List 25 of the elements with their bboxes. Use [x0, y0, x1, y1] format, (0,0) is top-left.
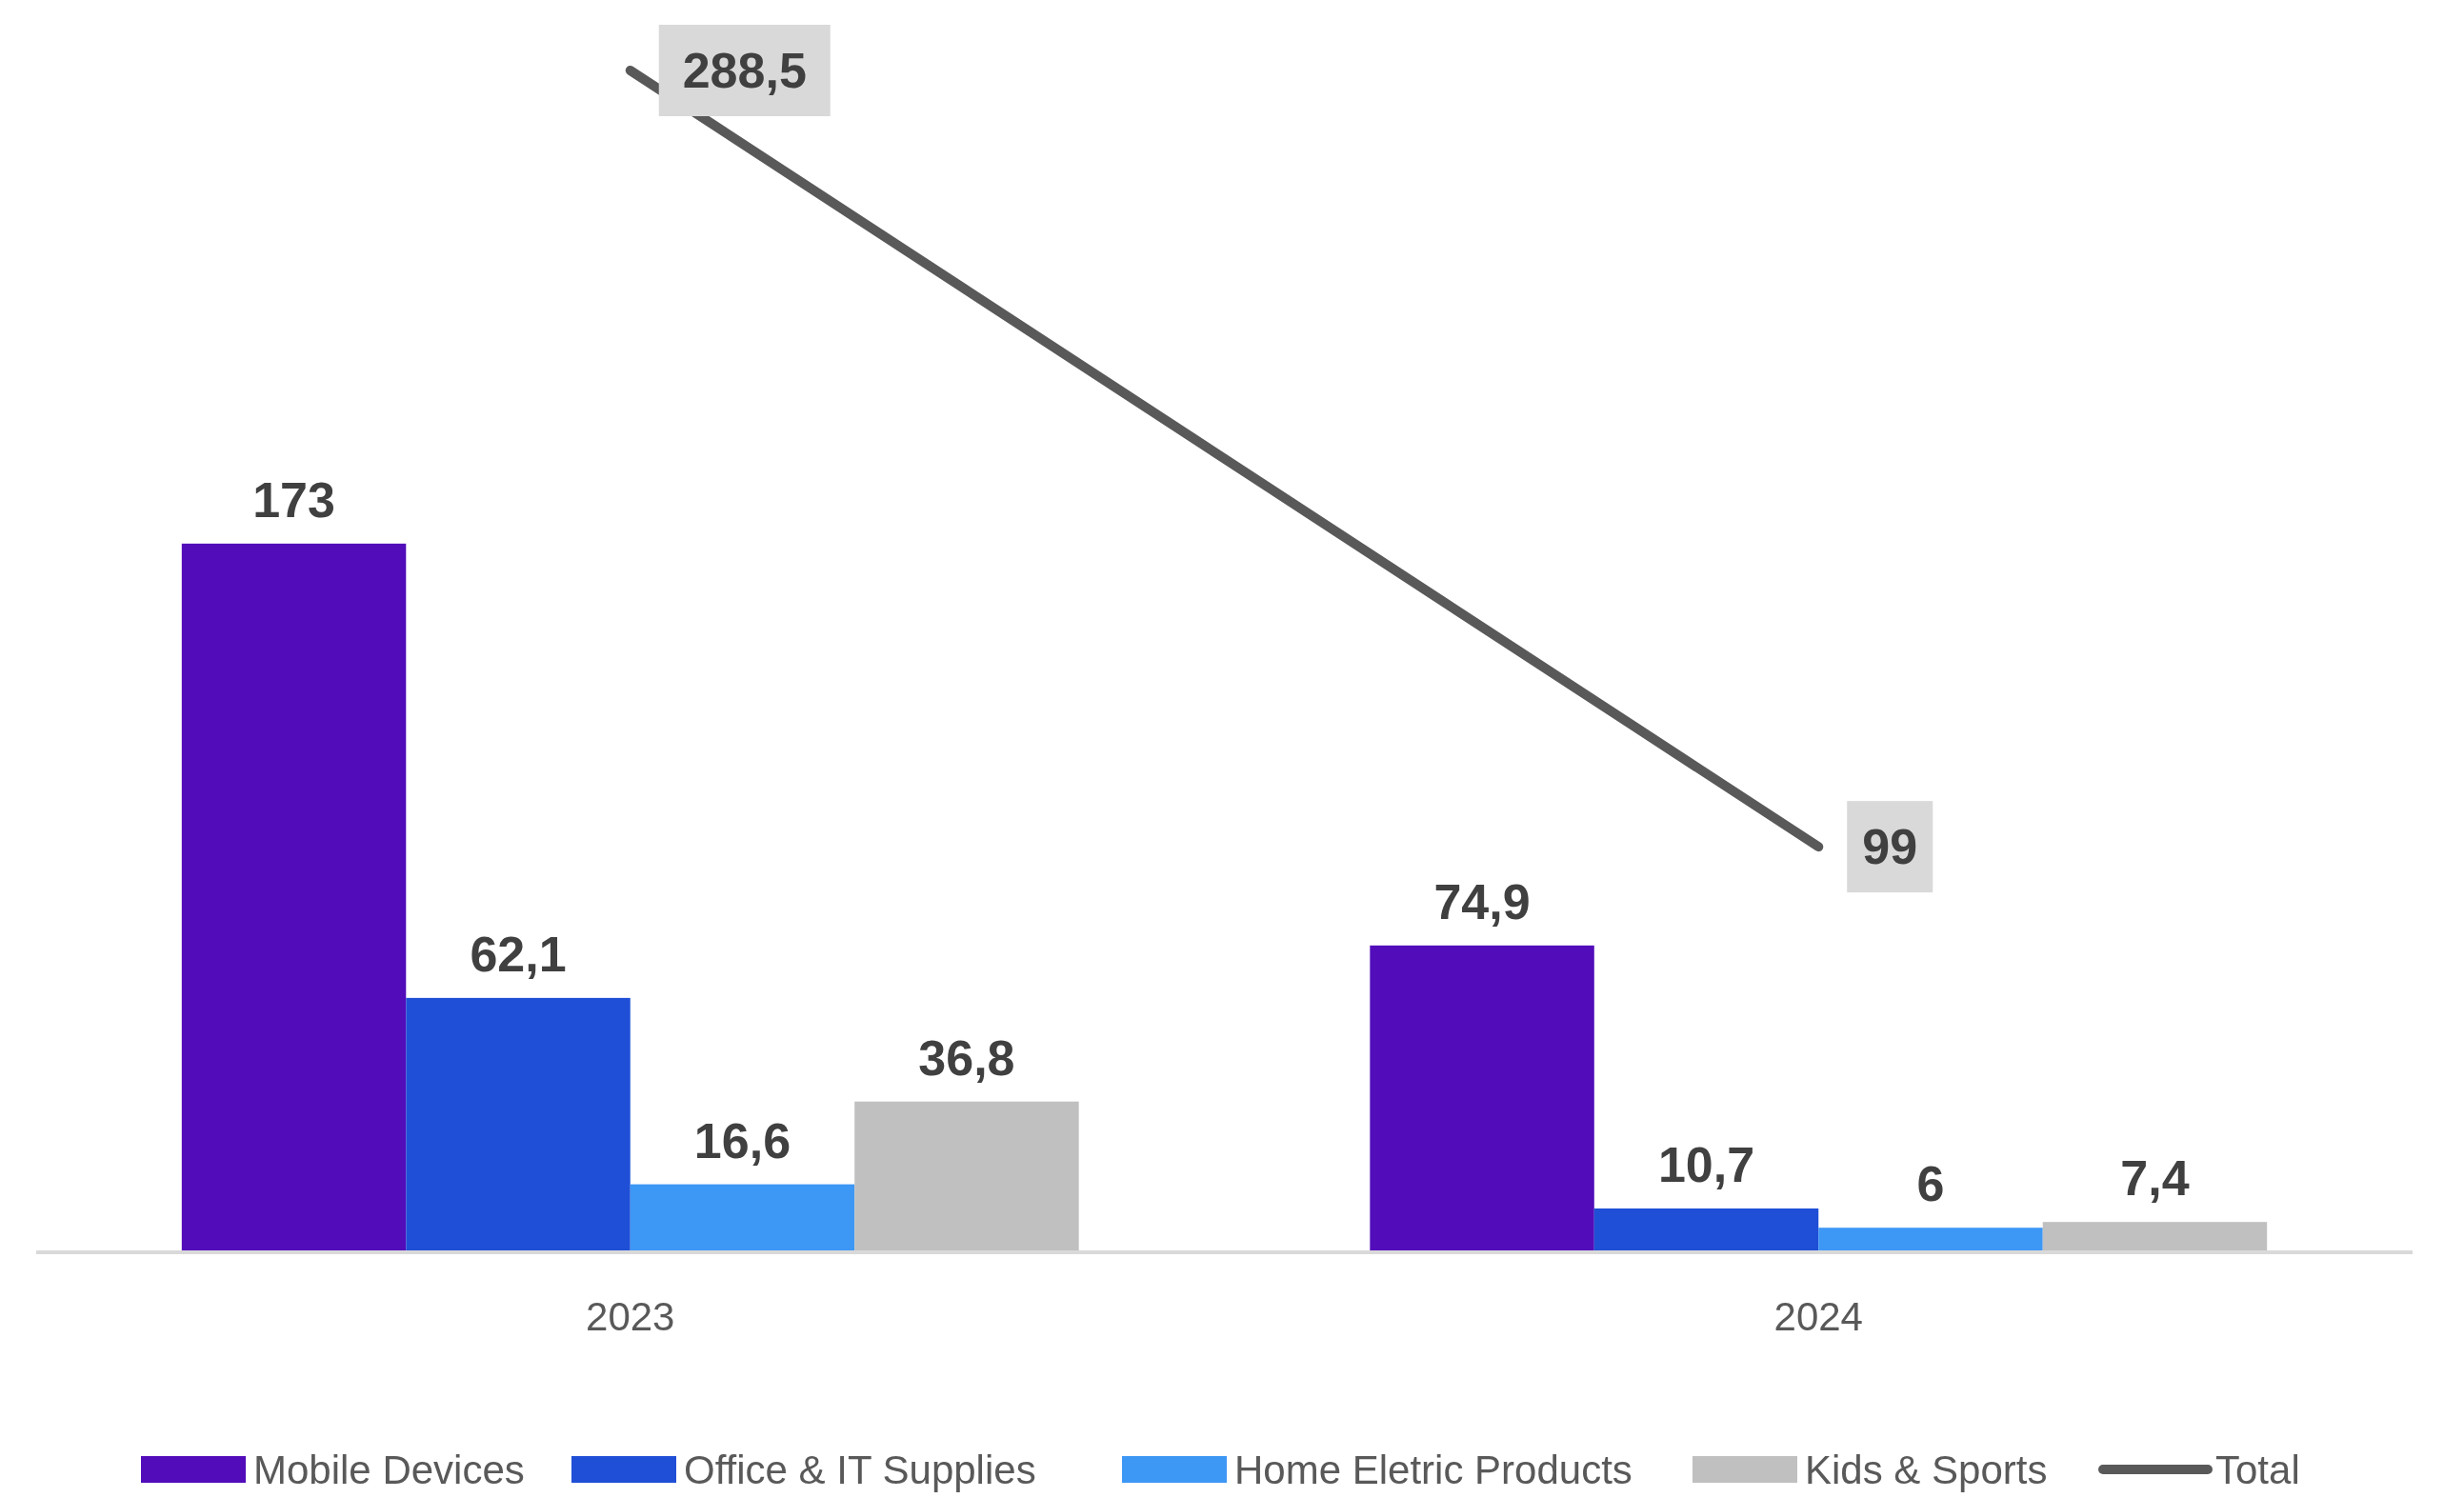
data-label: 7,4 [2120, 1150, 2190, 1207]
legend-label: Office & IT Supplies [684, 1448, 1036, 1492]
bar [1370, 945, 1594, 1252]
legend-label: Kids & Sports [1805, 1448, 2048, 1492]
legend-label: Mobile Devices [253, 1448, 525, 1492]
bar [854, 1101, 1079, 1252]
bar [181, 543, 407, 1252]
x-tick-label: 2024 [1773, 1294, 1863, 1339]
data-label: 36,8 [918, 1029, 1015, 1086]
bar [630, 1184, 855, 1252]
data-label: 99 [1862, 819, 1918, 875]
data-label: 16,6 [693, 1112, 791, 1168]
x-tick-label: 2023 [586, 1294, 675, 1339]
data-label: 74,9 [1433, 873, 1531, 929]
bar [2042, 1222, 2268, 1252]
bar [1818, 1228, 2043, 1252]
bar [406, 997, 631, 1252]
legend-label: Home Eletric Products [1234, 1448, 1633, 1492]
data-label: 62,1 [470, 926, 567, 982]
legend-label: Total [2215, 1448, 2300, 1492]
data-label: 6 [1916, 1156, 1945, 1212]
data-label: 173 [252, 471, 335, 528]
bar [1593, 1208, 1819, 1252]
data-label: 288,5 [682, 43, 807, 98]
data-label: 10,7 [1657, 1136, 1755, 1192]
